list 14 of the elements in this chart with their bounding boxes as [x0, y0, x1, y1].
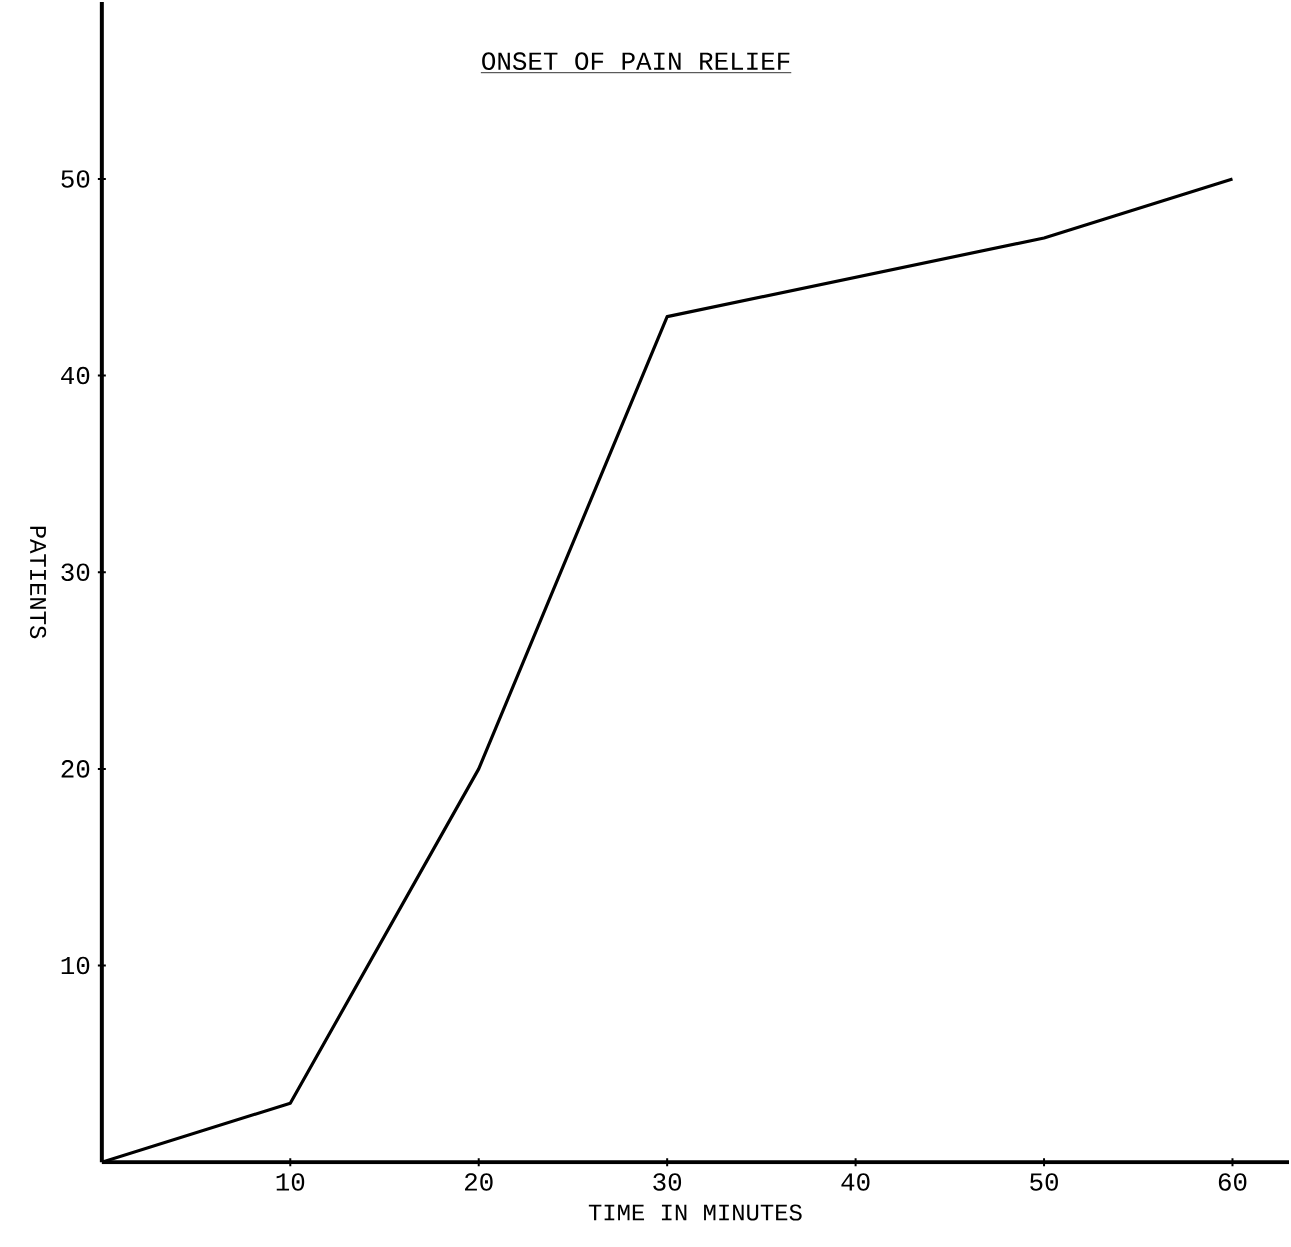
y-tick-label: 10: [61, 956, 90, 975]
y-tick-label: 50: [61, 170, 90, 188]
text: ONSET OF PAIN RELIEF: [482, 52, 790, 70]
x-tick-label: 20: [465, 1173, 493, 1191]
y-tick-label: 30: [61, 563, 90, 581]
y-axis-title: PATIENTS: [29, 526, 47, 639]
y-tick-label: 20: [61, 760, 90, 778]
y-tick-label: 40: [61, 366, 90, 385]
x-tick-label: 30: [653, 1173, 682, 1191]
x-tick-label: 40: [841, 1173, 870, 1191]
x-tick-label: 60: [1218, 1173, 1247, 1191]
x-tick-label: 50: [1030, 1173, 1058, 1191]
x-axis-title: TIME IN MINUTES: [588, 1204, 802, 1221]
x-tick-label: 10: [276, 1173, 305, 1191]
